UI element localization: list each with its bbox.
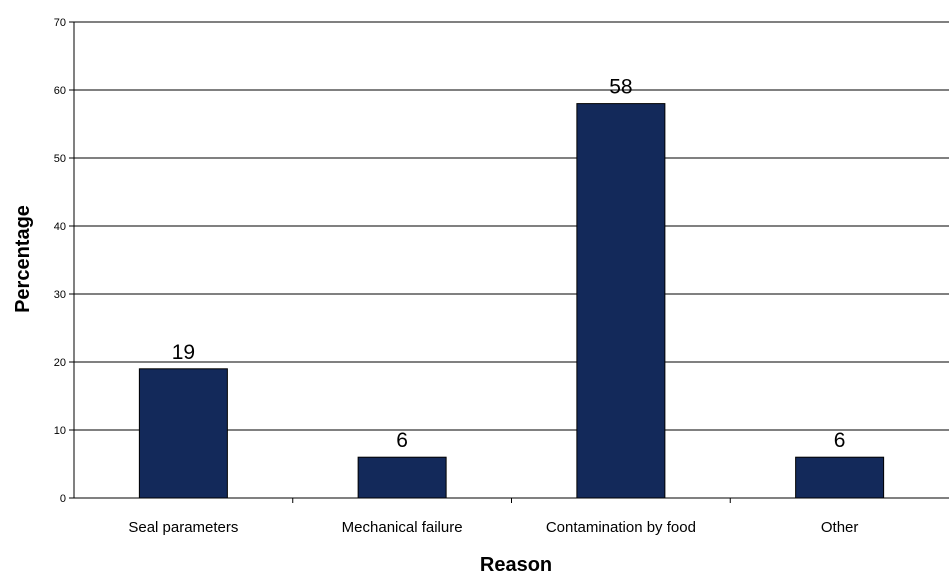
bar	[138, 368, 228, 499]
bars	[138, 103, 885, 499]
bar	[795, 456, 885, 499]
y-tick-label: 70	[54, 17, 66, 29]
y-tick-label: 50	[54, 153, 66, 165]
data-label: 6	[396, 429, 408, 452]
y-tick-label: 10	[54, 425, 66, 437]
x-tick-label: Other	[821, 519, 859, 536]
y-tick-label: 60	[54, 85, 66, 97]
data-labels: 19 6 58 6	[172, 76, 846, 453]
data-label: 6	[834, 429, 846, 452]
data-label: 58	[609, 76, 632, 99]
bar	[357, 456, 447, 499]
x-tick-label: Contamination by food	[546, 519, 696, 536]
y-tick-label: 30	[54, 289, 66, 301]
axes	[69, 21, 949, 503]
y-tick-labels: 0 10 20 30 40 50 60 70	[54, 17, 66, 505]
y-axis-title: Percentage	[12, 205, 34, 313]
gridlines	[74, 21, 949, 431]
y-tick-label: 20	[54, 357, 66, 369]
x-axis-title: Reason	[480, 554, 552, 574]
y-tick-label: 0	[60, 493, 66, 505]
y-tick-label: 40	[54, 221, 66, 233]
x-tick-label: Mechanical failure	[342, 519, 463, 536]
bar	[576, 103, 666, 499]
data-label: 19	[172, 341, 195, 364]
x-tick-labels: Seal parameters Mechanical failure Contami…	[128, 519, 858, 536]
x-tick-label: Seal parameters	[128, 519, 238, 536]
